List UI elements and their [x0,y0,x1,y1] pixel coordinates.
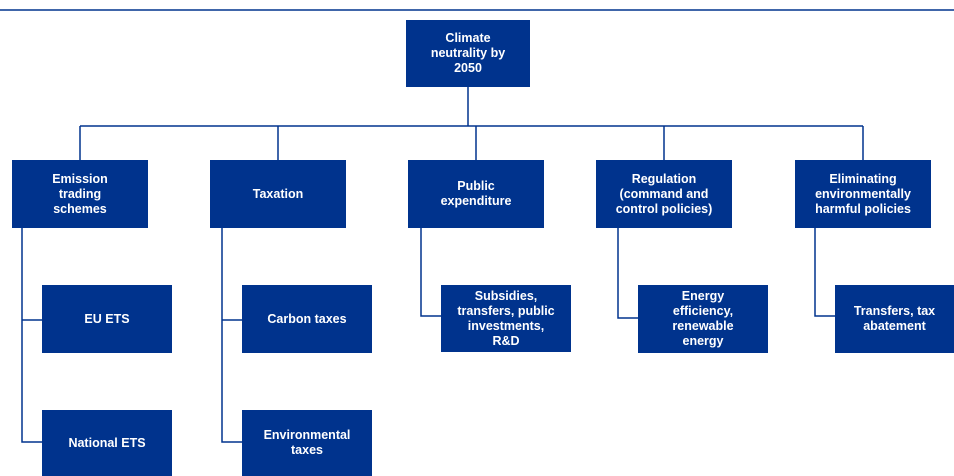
node-box: Regulation (command and control policies) [596,160,732,228]
node-label: R&D [492,333,520,348]
node-box: EU ETS [42,285,172,353]
node-label: Public [457,179,495,193]
node-label: Subsidies, [474,288,538,303]
node-label: efficiency, [672,304,734,318]
node-label: investments, [467,318,545,333]
node-label: harmful policies [815,201,911,216]
node-label: environmentally [815,186,911,201]
node-label: renewable [672,319,734,333]
node-label: Taxation [252,186,304,201]
connector [221,228,242,443]
node-label: Emission [52,171,108,186]
node-label: Carbon taxes [267,311,347,326]
node-box: Public expenditure [408,160,544,228]
node-box: Eliminating environmentally harmful polici… [795,160,931,228]
node-label: taxes [291,443,323,457]
node-label: energy [682,334,724,348]
node-label: schemes [53,201,107,216]
node-box: Energy efficiency, renewable energy [638,285,768,353]
connector [21,228,42,443]
node-label: Environmental [263,428,351,442]
node-label: Regulation [631,171,697,186]
connector [814,228,835,317]
node-label: Eliminating [829,171,897,186]
node-label: Energy [681,289,725,303]
node-label: trading [58,186,102,201]
node-label: EU ETS [84,311,130,326]
node-box: Carbon taxes [242,285,372,353]
node-box: Taxation [210,160,346,228]
node-box: Transfers, tax abatement [835,285,954,353]
node-box: National ETS [42,410,172,476]
node-label: control policies) [615,201,713,216]
node-label: neutrality by [430,46,506,60]
node-label: abatement [863,319,926,333]
node-label: Transfers, tax [853,304,936,318]
node-box: Climate neutrality by 2050 [406,20,530,87]
connector [420,228,441,317]
node-box: Environmental taxes [242,410,372,476]
connector [617,228,638,319]
node-label: Climate [445,31,491,45]
node-label: expenditure [440,194,512,208]
node-label: (command and [619,186,709,201]
node-label: National ETS [68,435,146,450]
node-label: 2050 [454,61,482,75]
node-box: Emission trading schemes [12,160,148,228]
node-label: transfers, public [457,303,555,318]
node-box: Subsidies, transfers, public investments, R… [441,285,571,352]
